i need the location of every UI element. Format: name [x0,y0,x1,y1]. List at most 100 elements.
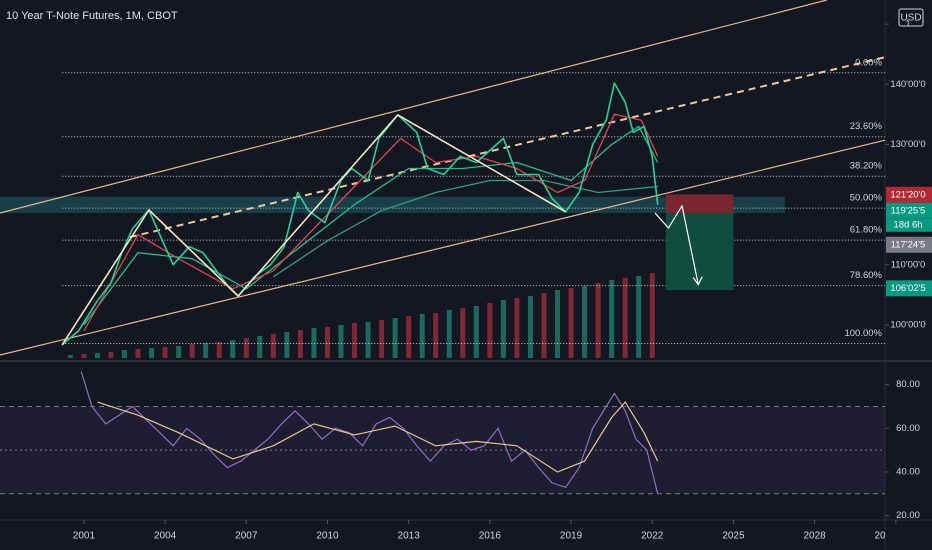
volume-bar [568,288,574,358]
volume-bar [203,343,209,358]
price-tag [886,202,932,219]
volume-bar [636,276,642,358]
projection-arrowhead [692,276,703,286]
volume-bar [162,347,168,358]
volume-bar [257,336,263,358]
x-tick-label: 2010 [316,531,339,542]
volume-bar [609,280,615,358]
fib-label: 38.20% [850,161,883,172]
price-tag [886,236,932,253]
price-tag-label: 119'25'5 [891,205,926,216]
volume-bar [230,340,236,358]
rsi-line [80,371,659,494]
price-line [272,179,658,278]
volume-bar [460,308,466,358]
volume-bar [446,310,452,358]
volume-bar [81,354,87,358]
volume-bar [324,327,330,358]
zone [0,196,785,213]
volume-bar [379,320,385,358]
price-line [83,125,659,326]
volume-bar [189,344,195,358]
x-tick-label: 2022 [641,531,664,542]
projection [654,205,699,285]
price-tag [886,186,932,203]
x-tick-label: 2007 [235,531,258,542]
volume-bar [243,338,249,358]
chart-title: 10 Year T-Note Futures, 1M, CBOT [6,10,178,22]
x-tick-label: 2025 [722,531,745,542]
volume-bar [216,342,222,358]
fib-label: 23.60% [850,121,883,132]
volume-bar [67,355,73,358]
volume-bar [108,352,114,358]
volume-bar [149,348,155,358]
currency-badge[interactable] [898,8,924,27]
position-target [665,212,734,291]
volume-bar [649,273,655,358]
y-tick-label: 1 [905,19,910,30]
volume-bar [297,330,303,358]
rsi-y-tick-label: 20.00 [896,510,920,521]
currency-label[interactable]: USD [900,13,921,24]
volume-bar [311,328,317,358]
rsi-y-tick-label: 40.00 [896,466,920,477]
price-tag [886,280,932,297]
volume-bar [433,313,439,358]
fib-label: 50.00% [850,193,883,204]
x-tick-label: 2001 [73,531,96,542]
fib-label: 100.00% [844,328,882,339]
fib-label: 61.80% [850,225,883,236]
x-tick-label: 2013 [398,531,421,542]
price-tag-label: 106'02'5 [890,283,925,294]
x-tick-label: 20 [874,531,886,542]
price-pane: 0.00% 23.60% 38.20% 50.00% 61.80% 78.60% 100.0… [0,0,886,358]
position-stop [665,194,734,213]
volume-bar [338,325,344,358]
rsi-line [97,401,659,473]
volume-bar [176,346,182,358]
volume-bar [555,290,561,358]
fib-label: 78.60% [850,270,883,281]
volume-bar [582,286,588,358]
volume-bar [622,278,628,358]
rsi-y-tick-label: 60.00 [896,423,920,434]
volume-bar [541,293,547,358]
price-tag-label: 117'24'5 [891,239,926,250]
volume-bar [121,350,127,358]
price-line [61,82,659,346]
x-tick-label: 2028 [804,531,827,542]
volume-bar [527,296,533,358]
trendline [0,139,886,356]
trendline [0,0,827,214]
fib-label: 0.00% [855,57,882,68]
volume-bar [352,323,358,358]
zigzag [61,114,567,346]
price-tag-label: 121'20'0 [890,189,925,200]
volume-bar [406,316,412,358]
y-tick-label: 110'00'0 [891,259,926,270]
y-tick-label: 100'00'0 [890,319,925,330]
x-tick-label: 2016 [479,531,502,542]
volume-bar [365,322,371,358]
volume-bar [595,283,601,358]
volume-bar [487,303,493,358]
volume-bar [500,300,506,358]
volume-bar [135,349,141,358]
countdown-label: 18d 6h [893,219,922,230]
x-tick-label: 2004 [154,531,177,542]
volume-bar [284,332,290,358]
volume-bar [270,334,276,358]
countdown-tag [886,218,932,232]
x-tick-label: 2019 [560,531,583,542]
volume-bar [94,353,100,358]
rsi-pane [0,371,885,495]
rsi-y-tick-label: 80.00 [896,379,920,390]
volume-bar [392,318,398,358]
volume-bar [473,306,479,358]
y-tick-label: 130'00'0 [890,139,925,150]
price-line [83,113,659,332]
